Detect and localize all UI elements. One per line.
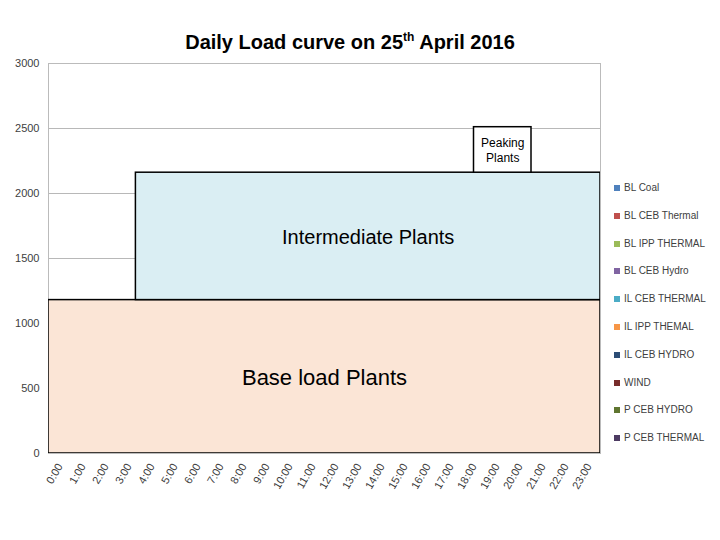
svg-text:19:00: 19:00: [478, 461, 502, 491]
svg-text:6:00: 6:00: [182, 461, 203, 486]
svg-text:2:00: 2:00: [90, 461, 111, 486]
svg-text:Base load Plants: Base load Plants: [242, 365, 407, 390]
svg-text:Intermediate Plants: Intermediate Plants: [282, 226, 454, 248]
html-text:IL IPP THEMAL: IL IPP THEMAL: [624, 321, 694, 332]
html-text:BL CEB Hydro: BL CEB Hydro: [624, 265, 689, 277]
svg-text:7:00: 7:00: [205, 461, 226, 486]
html-text:Daily Load curve on 25thApril: Daily Load curve on 25thApril 2016: [185, 30, 515, 53]
svg-text:1:00: 1:00: [67, 461, 88, 486]
svg-text:21:00: 21:00: [524, 461, 548, 491]
svg-text:PeakingPlants: PeakingPlants: [481, 136, 524, 164]
svg-text:16:00: 16:00: [409, 461, 433, 491]
svg-text:500: 500: [21, 382, 39, 394]
svg-text:15:00: 15:00: [386, 461, 410, 491]
svg-text:22:00: 22:00: [547, 461, 571, 491]
svg-text:18:00: 18:00: [455, 461, 479, 491]
svg-text:23:00: 23:00: [570, 461, 594, 491]
html-text:WIND: WIND: [624, 376, 651, 388]
html-text:IL CEB THERMAL: IL CEB THERMAL: [624, 293, 706, 305]
html-text:BL Coal: BL Coal: [624, 182, 660, 193]
svg-text:14:00: 14:00: [363, 461, 387, 491]
svg-text:1000: 1000: [15, 317, 39, 329]
svg-text:9:00: 9:00: [251, 461, 272, 486]
svg-text:17:00: 17:00: [432, 461, 456, 491]
svg-text:0:00: 0:00: [44, 461, 65, 486]
svg-text:11:00: 11:00: [294, 461, 318, 490]
svg-text:3000: 3000: [15, 57, 39, 69]
svg-text:5:00: 5:00: [159, 461, 180, 486]
svg-text:13:00: 13:00: [340, 461, 364, 491]
svg-text:2000: 2000: [15, 187, 39, 199]
html-text:P CEB THERMAL: P CEB THERMAL: [624, 432, 705, 444]
svg-text:4:00: 4:00: [136, 461, 157, 486]
svg-text:8:00: 8:00: [228, 461, 249, 486]
svg-text:20:00: 20:00: [501, 461, 525, 491]
html-text:P CEB HYDRO: P CEB HYDRO: [624, 404, 693, 416]
svg-text:12:00: 12:00: [317, 461, 341, 491]
svg-text:10:00: 10:00: [271, 461, 295, 491]
svg-text:1500: 1500: [15, 252, 39, 264]
html-text:IL CEB HYDRO: IL CEB HYDRO: [624, 348, 695, 360]
svg-text:0: 0: [33, 447, 39, 459]
svg-text:2500: 2500: [15, 122, 39, 134]
html-text:BL CEB Thermal: BL CEB Thermal: [624, 209, 699, 221]
html-text:BL IPP THERMAL: BL IPP THERMAL: [624, 237, 705, 249]
svg-text:3:00: 3:00: [113, 461, 134, 486]
